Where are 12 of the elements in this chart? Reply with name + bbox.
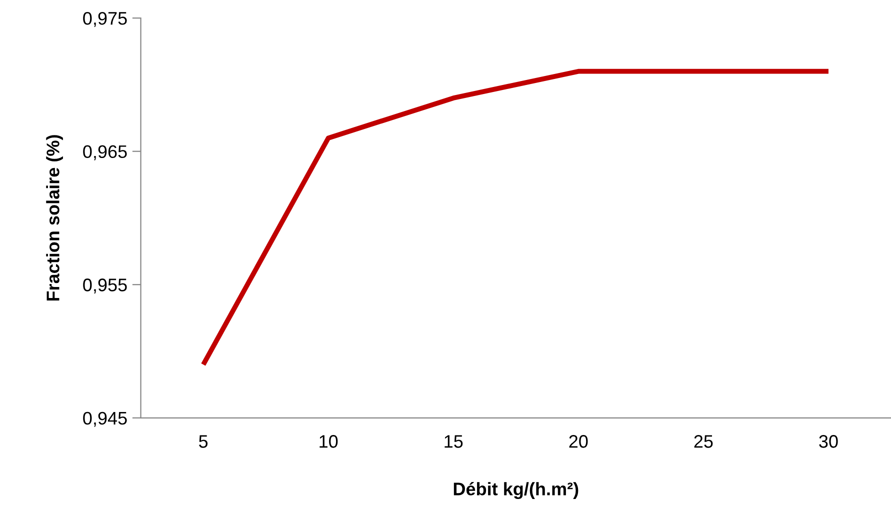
x-tick-label: 10 [320,435,338,448]
x-tick-label: 15 [444,435,463,448]
x-axis-title: Débit kg/(h.m²) [454,482,578,500]
y-tick-label: 0,955 [83,278,127,294]
x-tick-label: 25 [694,435,713,448]
y-tick-label: 0,975 [83,12,127,27]
x-tick-label: 20 [569,435,588,448]
x-tick-label: 5 [199,435,208,448]
y-tick-label: 0,945 [83,412,127,427]
y-tick-label: 0,965 [83,145,127,160]
x-tick-label: 30 [819,435,838,448]
y-axis-title: Fraction solaire (%) [46,135,63,301]
